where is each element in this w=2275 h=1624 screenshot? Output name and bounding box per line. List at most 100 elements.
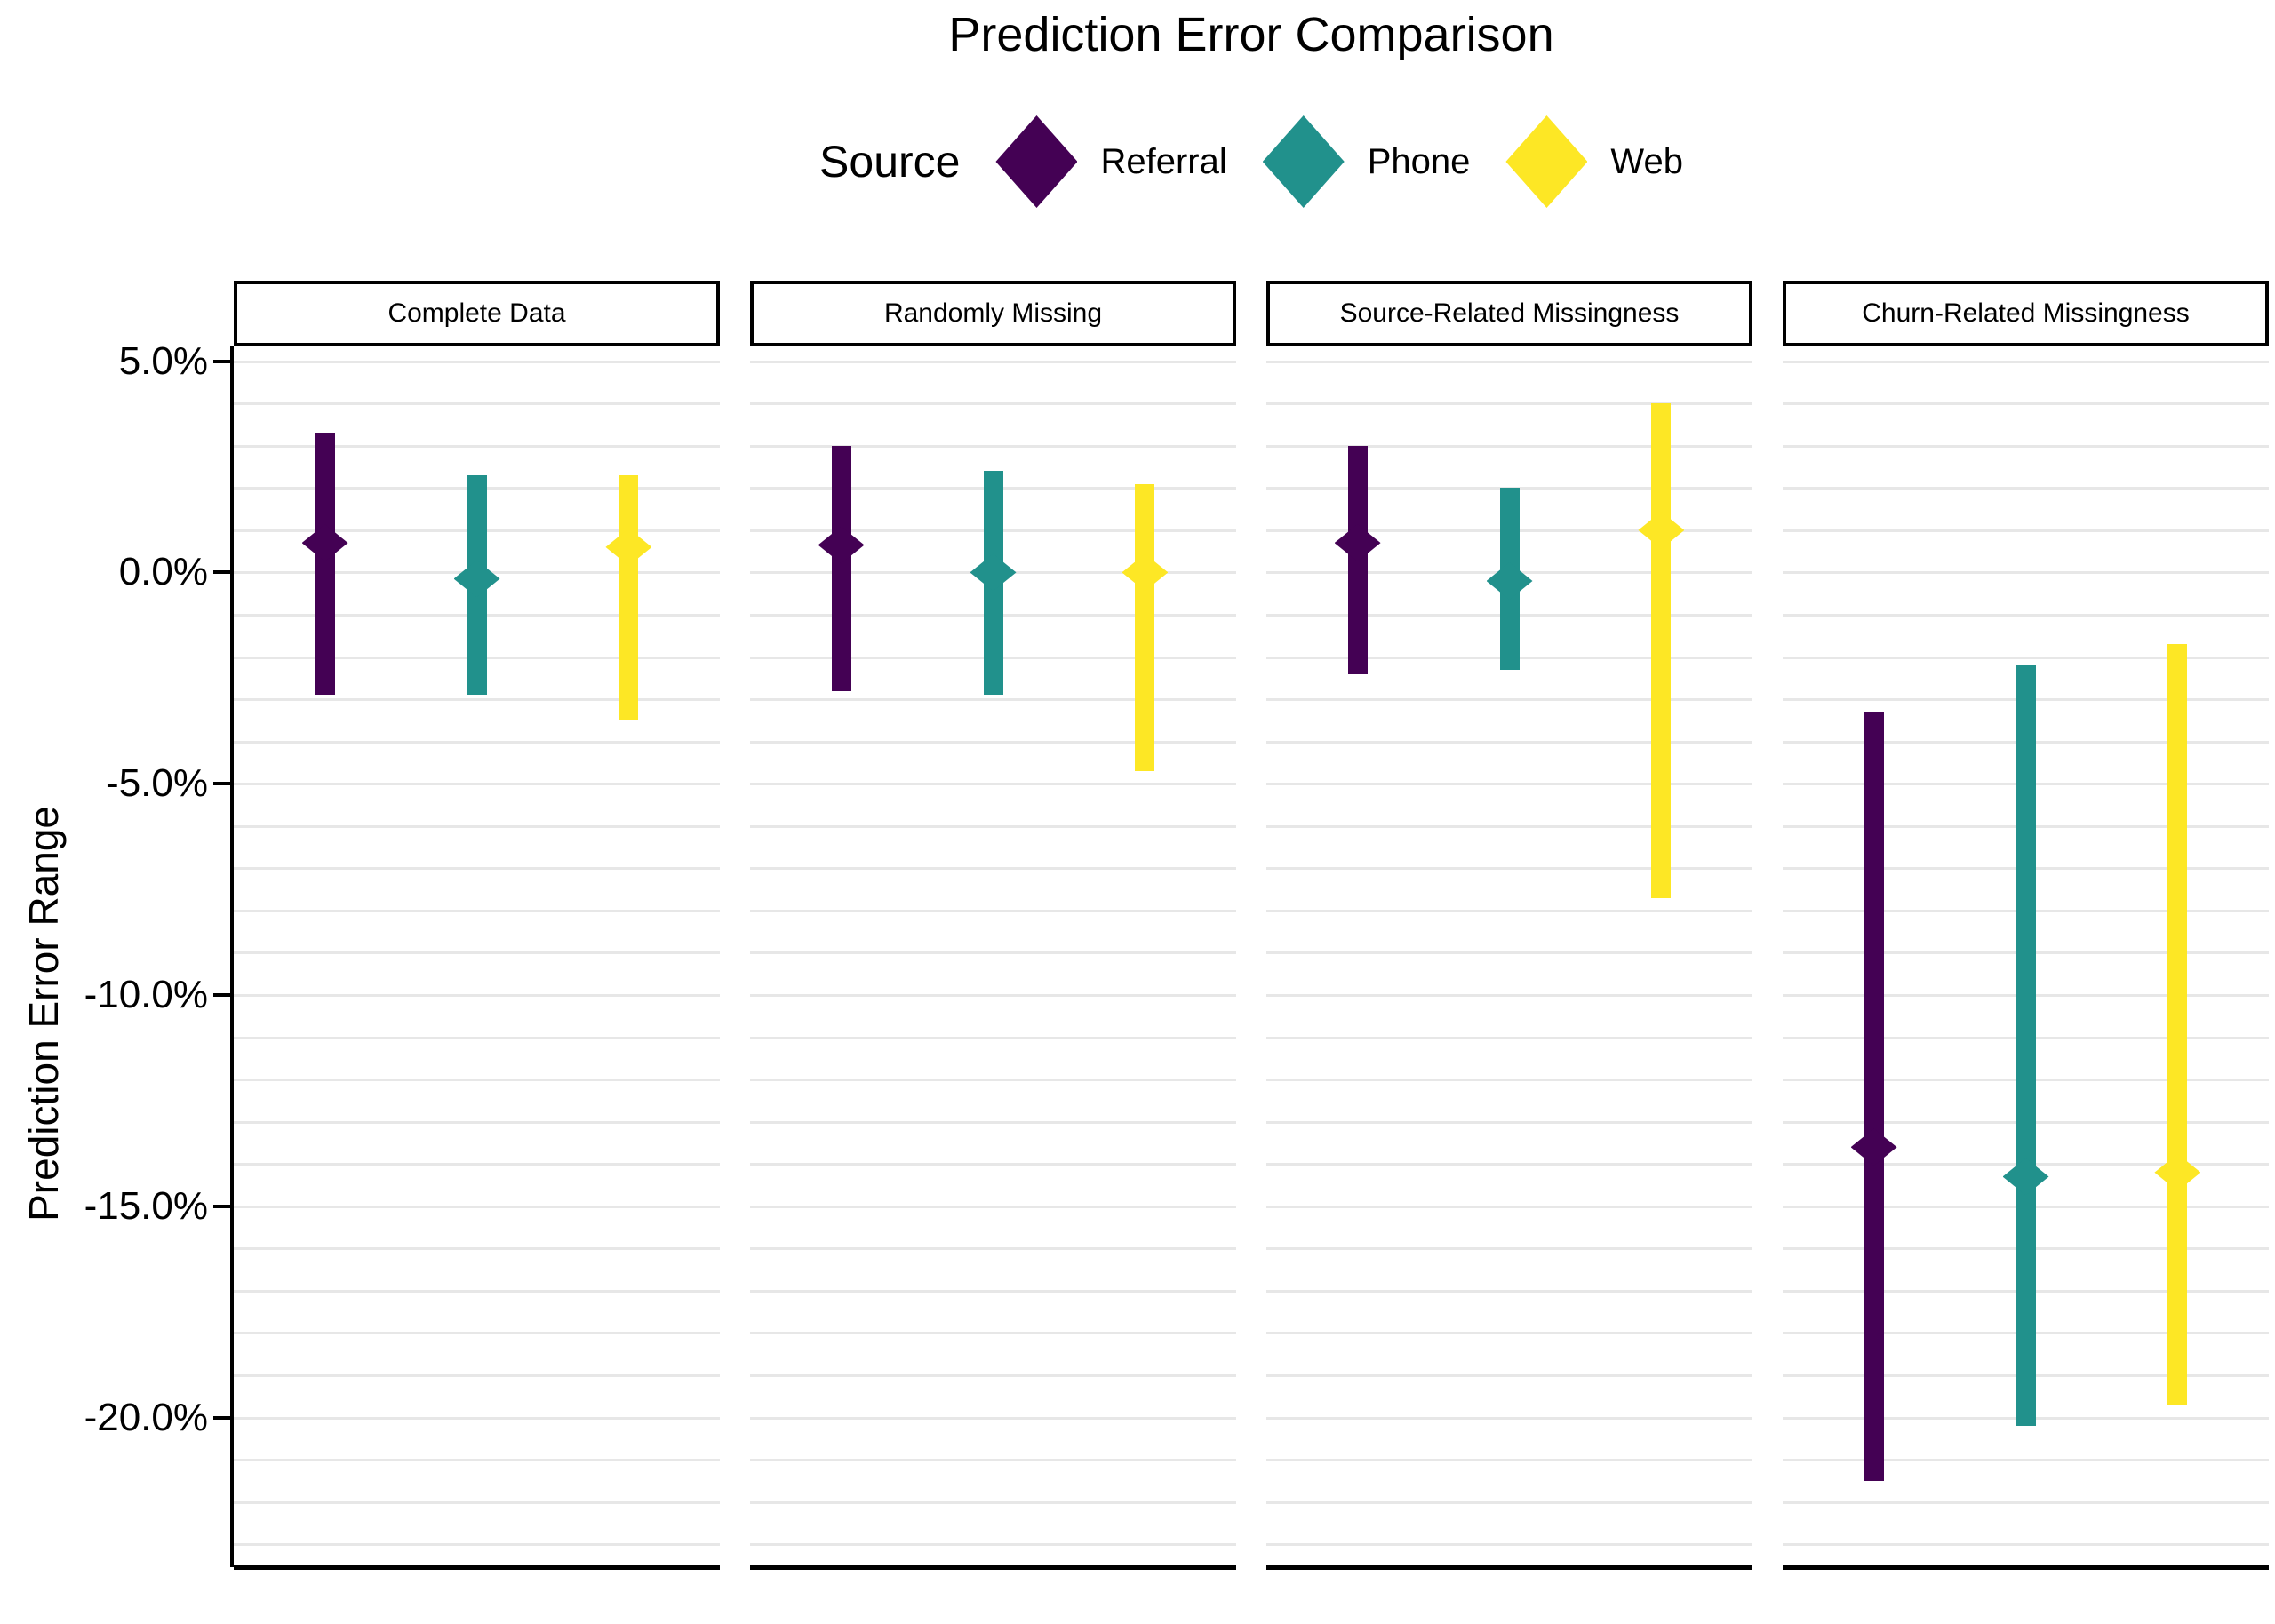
gridline: [750, 402, 1236, 406]
facet-strip-label: Source-Related Missingness: [1266, 281, 1752, 346]
gridline: [1266, 1501, 1752, 1504]
gridline: [1783, 360, 2269, 363]
legend-diamond-icon: [995, 115, 1078, 208]
gridline: [1266, 1373, 1752, 1377]
gridline: [1266, 993, 1752, 997]
gridline: [1783, 656, 2269, 659]
y-tick-mark: [213, 782, 231, 786]
gridline: [750, 824, 1236, 828]
gridline: [234, 444, 720, 448]
gridline: [750, 1120, 1236, 1124]
gridline: [234, 993, 720, 997]
gridline: [1266, 402, 1752, 406]
point-diamond-referral: [1850, 1128, 1897, 1166]
gridline: [750, 1501, 1236, 1504]
gridline: [234, 1205, 720, 1208]
facet-panels: Complete Data Randomly Missing Source-Rela…: [234, 281, 2269, 1570]
y-tick-mark: [213, 1415, 231, 1420]
pointrange-bar-referral: [831, 445, 851, 691]
gridline: [234, 909, 720, 912]
gridline: [750, 1459, 1236, 1462]
y-tick-mark: [213, 1204, 231, 1208]
gridline: [750, 1163, 1236, 1166]
gridline: [1783, 529, 2269, 532]
gridline: [750, 909, 1236, 912]
gridline: [234, 1163, 720, 1166]
y-tick-mark: [213, 570, 231, 575]
pointrange-bar-phone: [2016, 665, 2036, 1427]
gridline: [234, 1459, 720, 1462]
gridline: [234, 1543, 720, 1547]
gridline: [234, 1332, 720, 1335]
legend-diamond-icon: [1505, 115, 1588, 208]
legend-label: Phone: [1367, 141, 1471, 181]
gridline: [234, 1289, 720, 1293]
pointrange-bar-referral: [1864, 712, 1884, 1481]
facet-strip-label: Randomly Missing: [750, 281, 1236, 346]
gridline: [750, 1543, 1236, 1547]
gridline: [1266, 1163, 1752, 1166]
pointrange-bar-web: [2167, 644, 2188, 1405]
facet-plot-panel: [750, 346, 1236, 1570]
y-tick-label: -15.0%: [84, 1183, 208, 1228]
facet-plot-panel: [1783, 346, 2269, 1570]
facet-plot-panel: [1266, 346, 1752, 1570]
point-diamond-web: [605, 528, 652, 566]
facet-3: Source-Related Missingness: [1266, 281, 1752, 1570]
gridline: [750, 1289, 1236, 1293]
gridline: [1266, 1289, 1752, 1293]
gridline: [234, 740, 720, 744]
legend-label: Web: [1610, 141, 1683, 181]
gridline: [1266, 909, 1752, 912]
gridline: [750, 1205, 1236, 1208]
gridline: [1266, 1205, 1752, 1208]
gridline: [1783, 1459, 2269, 1462]
gridline: [234, 867, 720, 871]
x-axis-line: [1783, 1565, 2269, 1570]
gridline: [1266, 740, 1752, 744]
gridline: [234, 1416, 720, 1420]
gridline: [1783, 613, 2269, 617]
gridline: [1266, 1036, 1752, 1039]
gridline: [1266, 1543, 1752, 1547]
pointrange-bar-web: [1135, 483, 1155, 771]
chart-title: Prediction Error Comparison: [948, 8, 1554, 61]
gridline: [750, 360, 1236, 363]
gridline: [234, 783, 720, 786]
gridline: [1783, 487, 2269, 490]
y-tick-label: -10.0%: [84, 972, 208, 1016]
y-tick-label: -20.0%: [84, 1395, 208, 1439]
legend-item-referral: Referral: [995, 115, 1227, 208]
gridline: [234, 1373, 720, 1377]
point-diamond-web: [2154, 1153, 2201, 1191]
gridline: [750, 1373, 1236, 1377]
pointrange-bar-web: [1651, 403, 1672, 898]
gridline: [750, 951, 1236, 955]
gridline: [1266, 951, 1752, 955]
pointrange-bar-web: [619, 475, 639, 720]
gridline: [1266, 1247, 1752, 1251]
y-tick-mark: [213, 359, 231, 363]
gridline: [234, 1247, 720, 1251]
gridline: [1266, 824, 1752, 828]
gridline: [750, 783, 1236, 786]
gridline: [1266, 1416, 1752, 1420]
gridline: [750, 867, 1236, 871]
gridline: [1266, 783, 1752, 786]
gridline: [1783, 1543, 2269, 1547]
y-tick-mark: [213, 992, 231, 997]
point-diamond-phone: [1486, 561, 1533, 600]
facet-strip-label: Complete Data: [234, 281, 720, 346]
y-axis-line: [230, 346, 234, 1567]
facet-2: Randomly Missing: [750, 281, 1236, 1570]
gridline: [1783, 444, 2269, 448]
gridline: [234, 1036, 720, 1039]
gridline: [234, 824, 720, 828]
x-axis-line: [1266, 1565, 1752, 1570]
point-diamond-phone: [453, 560, 500, 598]
gridline: [750, 740, 1236, 744]
gridline: [750, 1416, 1236, 1420]
gridline: [234, 1120, 720, 1124]
facet-strip-label: Churn-Related Missingness: [1783, 281, 2269, 346]
gridline: [1266, 867, 1752, 871]
